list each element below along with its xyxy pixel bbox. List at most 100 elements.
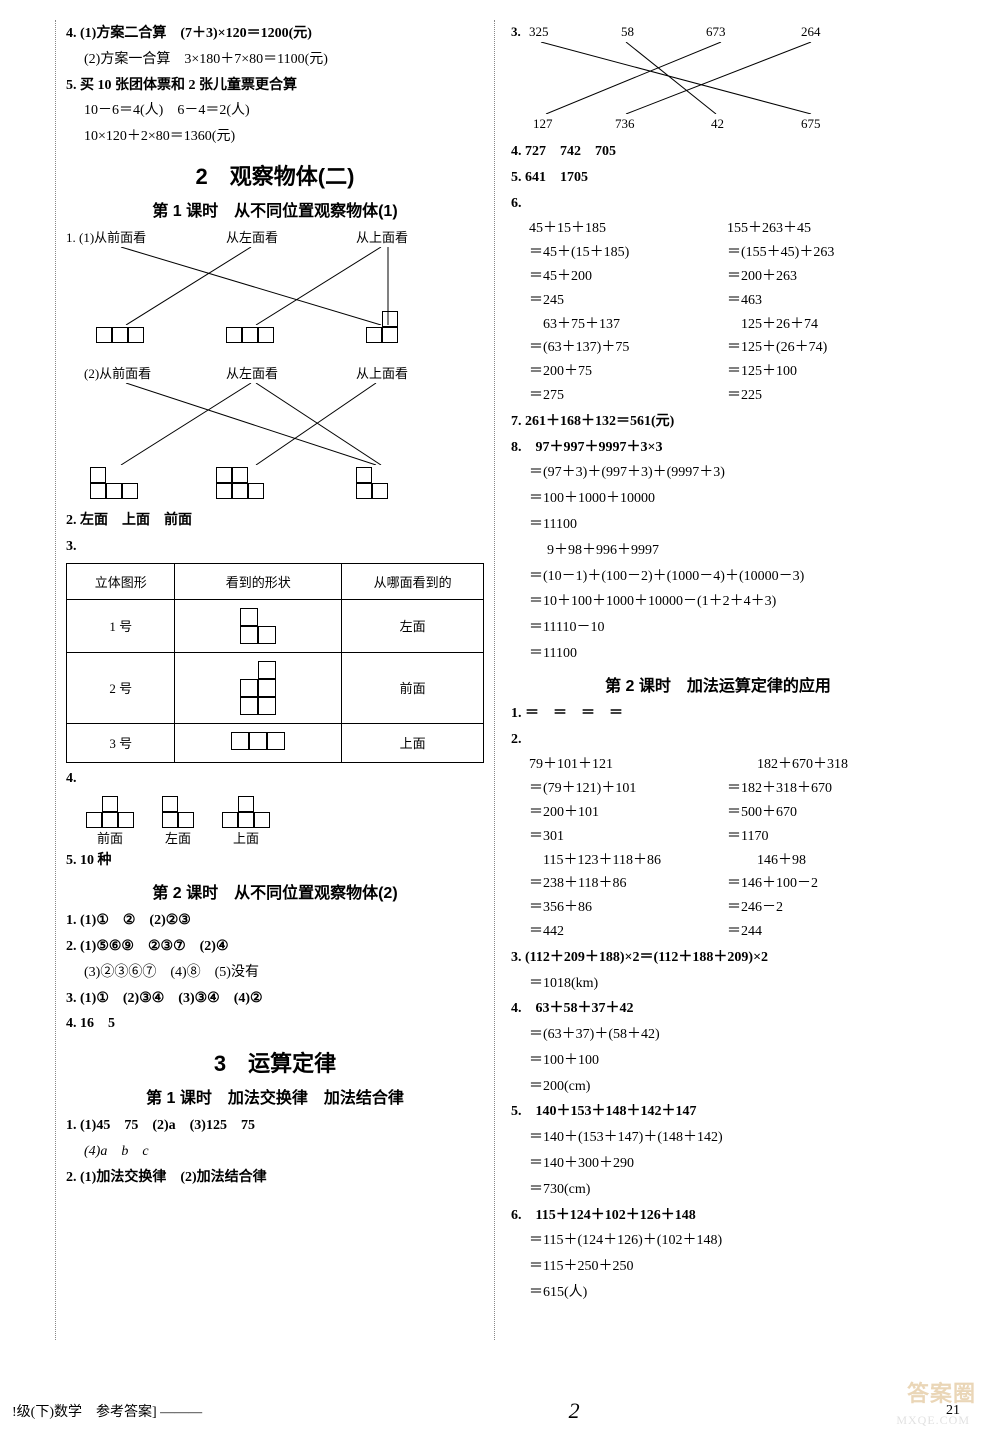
r5-3: ＝730(cm) (511, 1178, 925, 1202)
r4-label: 4. 63＋58＋37＋42 (511, 997, 925, 1021)
p6b2: ＝200＋263 (727, 265, 925, 289)
m-t4: 264 (801, 24, 821, 40)
r3b: ＝1018(km) (511, 972, 925, 996)
l2-2a: 2. (1)⑤⑥⑨ ②③⑦ (2)④ (66, 935, 484, 959)
p6b0: 155＋263＋45 (727, 217, 925, 241)
p6a3: ＝245 (529, 289, 727, 313)
tbl-r1c3: 左面 (342, 599, 484, 652)
footer-left: !级(下)数学 参考答案] ——— (0, 1401, 202, 1421)
r2b0: 182＋670＋318 (727, 753, 925, 777)
p4-left-lbl: 左面 (162, 828, 194, 847)
page-footer: !级(下)数学 参考答案] ——— 2 21 (0, 1398, 1000, 1424)
r6-2: ＝115＋250＋250 (511, 1255, 925, 1279)
p4-label: 4. (66, 767, 484, 791)
r6-3: ＝615(人) (511, 1281, 925, 1305)
rp8-8: ＝11100 (511, 642, 925, 666)
s3-2: 2. (1)加法交换律 (2)加法结合律 (66, 1166, 484, 1190)
p3-label: 3. (66, 535, 484, 559)
p4-left: 左面 (162, 796, 194, 847)
tbl-h3: 从哪面看到的 (342, 563, 484, 599)
right-lesson2: 第 2 课时 加法运算定律的应用 (511, 672, 925, 696)
cross-lines-1 (66, 247, 466, 325)
match-diagram: 3. 325 58 673 264 127 736 42 675 (511, 24, 925, 136)
m-b3: 42 (711, 116, 724, 132)
shape-b1 (96, 327, 144, 343)
right-column: 3. 325 58 673 264 127 736 42 675 4. 727 … (495, 20, 935, 1340)
rp6-label: 6. (511, 192, 925, 216)
p4-top: 上面 (222, 796, 270, 847)
shape-c3 (356, 467, 388, 499)
r5-1: ＝140＋(153＋147)＋(148＋142) (511, 1126, 925, 1150)
r6-1: ＝115＋(124＋126)＋(102＋148) (511, 1229, 925, 1253)
p4-front-lbl: 前面 (86, 828, 134, 847)
p6c0: 63＋75＋137 (529, 313, 727, 337)
tbl-h2: 看到的形状 (175, 563, 342, 599)
r5-label: 5. 140＋153＋148＋142＋147 (511, 1100, 925, 1124)
r2d2: ＝246－2 (727, 896, 925, 920)
q4-line1: 4. (1)方案二合算 (7＋3)×120＝1200(元) (66, 22, 484, 46)
p1b-label: (2)从前面看 (84, 363, 151, 382)
rp6-row1: 45＋15＋185 ＝45＋(15＋185) ＝45＋200 ＝245 155＋… (511, 217, 925, 312)
tbl-r2c3: 前面 (342, 652, 484, 723)
r2d3: ＝244 (727, 920, 925, 944)
footer-center: 2 (569, 1398, 580, 1424)
r1: 1. ＝ ＝ ＝ ＝ (511, 702, 925, 726)
r2-row1: 79＋101＋121 ＝(79＋121)＋101 ＝200＋101 ＝301 1… (511, 753, 925, 848)
rp8-1: ＝(97＋3)＋(997＋3)＋(9997＋3) (511, 461, 925, 485)
q5-line1: 5. 买 10 张团体票和 2 张儿童票更合算 (66, 74, 484, 98)
p6d1: ＝125＋(26＋74) (727, 336, 925, 360)
r6-label: 6. 115＋124＋102＋126＋148 (511, 1204, 925, 1228)
p6a2: ＝45＋200 (529, 265, 727, 289)
p2-line: 2. 左面 上面 前面 (66, 509, 484, 533)
m-t2: 58 (621, 24, 634, 40)
r2a3: ＝301 (529, 825, 727, 849)
rp8-2: ＝100＋1000＋10000 (511, 487, 925, 511)
tbl-r3c3: 上面 (342, 723, 484, 762)
m-t1: 325 (529, 24, 549, 40)
l2-1: 1. (1)① ② (2)②③ (66, 909, 484, 933)
tbl-r3c1: 3 号 (67, 723, 175, 762)
cross-lines-2 (66, 383, 466, 465)
p6a1: ＝45＋(15＋185) (529, 241, 727, 265)
rp7: 7. 261＋168＋132＝561(元) (511, 410, 925, 434)
section3-lesson1: 第 1 课时 加法交换律 加法结合律 (66, 1084, 484, 1108)
section2-lesson2: 第 2 课时 从不同位置观察物体(2) (66, 879, 484, 903)
tbl-r2c2 (175, 652, 342, 723)
rp8-3: ＝11100 (511, 513, 925, 537)
p1-label: 1. (1)从前面看 (66, 227, 146, 246)
p6b3: ＝463 (727, 289, 925, 313)
match-lines (511, 42, 911, 114)
rp8-4: 9＋98＋996＋9997 (511, 539, 925, 563)
m-b1: 127 (533, 116, 553, 132)
shape-b3 (366, 311, 398, 343)
p5-line: 5. 10 种 (66, 849, 484, 873)
r2a1: ＝(79＋121)＋101 (529, 777, 727, 801)
cross-diagram-2: (2)从前面看 从左面看 从上面看 (66, 363, 484, 503)
rp8-5: ＝(10－1)＋(100－2)＋(1000－4)＋(10000－3) (511, 565, 925, 589)
m-t3: 673 (706, 24, 726, 40)
m-b4: 675 (801, 116, 821, 132)
tbl-r1c2 (175, 599, 342, 652)
p6d2: ＝125＋100 (727, 360, 925, 384)
p1-v3: 从上面看 (356, 227, 408, 246)
rp8-7: ＝11110－10 (511, 616, 925, 640)
left-column: 4. (1)方案二合算 (7＋3)×120＝1200(元) (2)方案一合算 3… (55, 20, 495, 1340)
tbl-r3c2 (175, 723, 342, 762)
p1b-v3: 从上面看 (356, 363, 408, 382)
p6d3: ＝225 (727, 384, 925, 408)
watermark-url: MXQE.COM (896, 1413, 970, 1428)
rp8-label: 8. 97＋997＋9997＋3×3 (511, 436, 925, 460)
r2d0: 146＋98 (727, 849, 925, 873)
cross-diagram-1: 1. (1)从前面看 从左面看 从上面看 (66, 227, 484, 357)
tbl-r2c1: 2 号 (67, 652, 175, 723)
tbl-r1c1: 1 号 (67, 599, 175, 652)
rp4: 4. 727 742 705 (511, 140, 925, 164)
r2c3: ＝442 (529, 920, 727, 944)
l2-4: 4. 16 5 (66, 1012, 484, 1036)
r4-2: ＝100＋100 (511, 1049, 925, 1073)
p6c2: ＝200＋75 (529, 360, 727, 384)
r2b3: ＝1170 (727, 825, 925, 849)
page-container: 4. (1)方案二合算 (7＋3)×120＝1200(元) (2)方案一合算 3… (0, 0, 1000, 1360)
q5-line2: 10－6＝4(人) 6－4＝2(人) (66, 99, 484, 123)
r2c2: ＝356＋86 (529, 896, 727, 920)
